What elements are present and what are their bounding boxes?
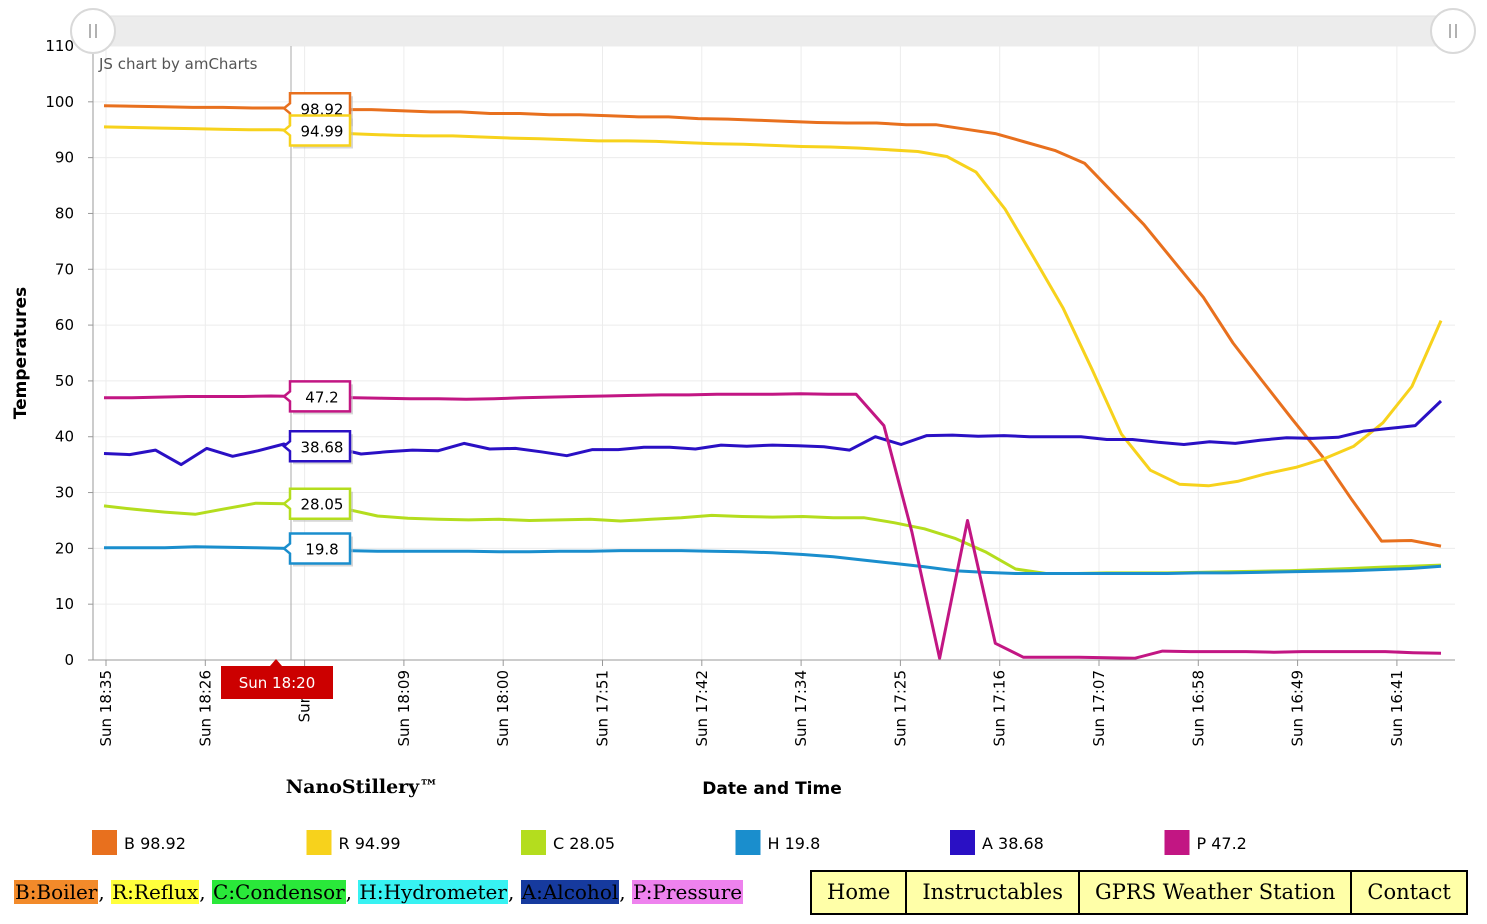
key-boiler: B:Boiler — [14, 880, 99, 904]
y-tick-label: 80 — [55, 204, 74, 222]
legend-item-B[interactable]: B 98.92 — [92, 830, 186, 855]
cursor-label: Sun 18:20 — [239, 674, 316, 692]
chart: JS chart by amCharts 98.92 94.99 28.05 19.8… — [11, 8, 1476, 855]
key-pressure: P:Pressure — [631, 880, 744, 904]
x-tick-label: Sun 17:34 — [792, 670, 810, 747]
key-separator: , — [507, 880, 521, 904]
y-tick-label: 0 — [64, 651, 74, 669]
scroll-grip-right[interactable] — [1430, 8, 1476, 54]
key-condensor: C:Condensor — [212, 880, 346, 904]
legend-swatch — [92, 830, 117, 855]
legend-swatch — [735, 830, 761, 855]
legend-item-R[interactable]: R 94.99 — [306, 830, 401, 855]
brand-label: NanoStillery™ — [286, 776, 438, 798]
y-tick-label: 90 — [55, 149, 74, 167]
x-tick-label: Sun 16:58 — [1189, 670, 1207, 747]
legend-item-P[interactable]: P 47.2 — [1164, 830, 1247, 855]
key-alcohol: A:Alcohol — [520, 880, 620, 904]
y-tick-label: 70 — [55, 260, 74, 278]
series-key: B:Boiler, R:Reflux, C:Condensor, H:Hydro… — [14, 880, 744, 904]
y-tick-label: 50 — [55, 372, 74, 390]
key-reflux: R:Reflux — [111, 880, 200, 904]
y-axis-title: Temperatures — [11, 287, 31, 419]
y-tick-label: 10 — [55, 595, 74, 613]
x-tick-label: Sun 17:25 — [891, 670, 909, 747]
y-tick-label: 30 — [55, 484, 74, 502]
key-separator: , — [619, 880, 632, 904]
x-tick-label: Sun 17:42 — [693, 670, 711, 747]
x-tick-label: Sun 18:00 — [494, 670, 512, 747]
y-ticks: 0 10 20 30 40 50 60 70 80 90 100 110 — [45, 37, 93, 669]
legend-item-H[interactable]: H 19.8 — [735, 830, 821, 855]
legend-label: H 19.8 — [768, 834, 821, 853]
balloon-P: 47.2 — [282, 380, 353, 415]
legend-label: C 28.05 — [553, 834, 615, 853]
balloon-C: 28.05 — [282, 487, 353, 522]
chart-credit[interactable]: JS chart by amCharts — [98, 55, 258, 73]
nav-gprs-weather-station[interactable]: GPRS Weather Station — [1080, 872, 1353, 913]
x-tick-label: Sun 17:51 — [594, 670, 612, 747]
y-tick-label: 110 — [45, 37, 74, 55]
x-tick-label: Sun 16:41 — [1388, 670, 1406, 747]
legend-label: P 47.2 — [1197, 834, 1247, 853]
legend-item-C[interactable]: C 28.05 — [521, 830, 615, 855]
y-tick-label: 60 — [55, 316, 74, 334]
y-tick-label: 100 — [45, 93, 74, 111]
legend-item-A[interactable]: A 38.68 — [950, 830, 1044, 855]
x-tick-label: Sun 18:35 — [97, 670, 115, 747]
nav-bar: Home Instructables GPRS Weather Station … — [810, 870, 1468, 915]
key-separator: , — [98, 880, 112, 904]
legend-label: A 38.68 — [982, 834, 1044, 853]
balloon-H: 19.8 — [282, 532, 353, 567]
cursor-label-box — [221, 666, 333, 699]
cursor-label-pointer — [270, 659, 282, 666]
key-hydrometer: H:Hydrometer — [358, 880, 508, 904]
balloon-R: 94.99 — [282, 114, 353, 149]
balloon-value-P: 47.2 — [305, 388, 338, 406]
legend-swatch — [1164, 830, 1190, 855]
x-axis-title: Date and Time — [702, 779, 842, 799]
balloons: 98.92 94.99 28.05 19.8 38.68 47.2 — [282, 92, 353, 567]
balloon-value-H: 19.8 — [305, 541, 338, 559]
legend-label: R 94.99 — [339, 834, 401, 853]
x-tick-label: Sun 18:09 — [395, 670, 413, 747]
nav-home[interactable]: Home — [812, 872, 908, 913]
legend-swatch — [950, 830, 975, 855]
scroll-grip-left[interactable] — [70, 8, 116, 54]
x-tick-label: Sun 16:49 — [1289, 670, 1307, 747]
y-tick-label: 40 — [55, 428, 74, 446]
key-separator: , — [199, 880, 213, 904]
x-tick-label: Sun 17:16 — [991, 670, 1009, 747]
legend: B 98.92 R 94.99 C 28.05 H 19.8 A 38.68 P 47.2 — [92, 830, 1247, 855]
balloon-value-B: 98.92 — [301, 100, 344, 118]
x-tick-label: Sun 17:07 — [1090, 670, 1108, 747]
x-tick-label: Sun 18:26 — [196, 670, 214, 747]
legend-swatch — [306, 830, 332, 855]
nav-contact[interactable]: Contact — [1367, 880, 1451, 904]
legend-label: B 98.92 — [124, 834, 186, 853]
balloon-value-R: 94.99 — [301, 122, 344, 140]
balloon-value-A: 38.68 — [301, 438, 344, 456]
y-tick-label: 20 — [55, 539, 74, 557]
balloon-A: 38.68 — [282, 430, 353, 465]
key-separator: , — [345, 880, 359, 904]
nav-instructables[interactable]: Instructables — [907, 872, 1080, 913]
chart-scrollbar[interactable] — [92, 15, 1456, 47]
legend-swatch — [521, 830, 546, 855]
balloon-value-C: 28.05 — [301, 496, 344, 514]
